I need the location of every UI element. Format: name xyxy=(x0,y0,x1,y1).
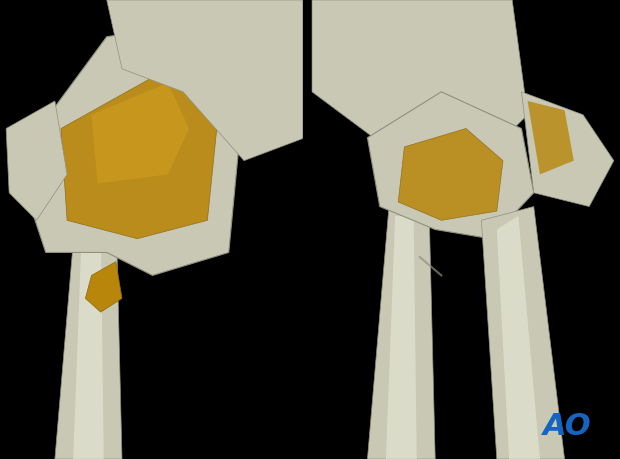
Polygon shape xyxy=(312,0,528,184)
Text: AO: AO xyxy=(543,412,591,442)
Polygon shape xyxy=(107,0,305,161)
Polygon shape xyxy=(86,262,122,312)
Polygon shape xyxy=(92,83,189,184)
Polygon shape xyxy=(61,69,219,239)
Polygon shape xyxy=(528,101,574,174)
Polygon shape xyxy=(497,216,540,459)
Polygon shape xyxy=(6,101,67,220)
Polygon shape xyxy=(55,207,122,459)
Polygon shape xyxy=(521,92,614,207)
Polygon shape xyxy=(16,23,244,275)
Polygon shape xyxy=(481,207,565,459)
Polygon shape xyxy=(73,216,104,459)
Polygon shape xyxy=(386,216,417,459)
Polygon shape xyxy=(368,207,435,459)
Polygon shape xyxy=(398,129,503,220)
Polygon shape xyxy=(368,92,534,239)
